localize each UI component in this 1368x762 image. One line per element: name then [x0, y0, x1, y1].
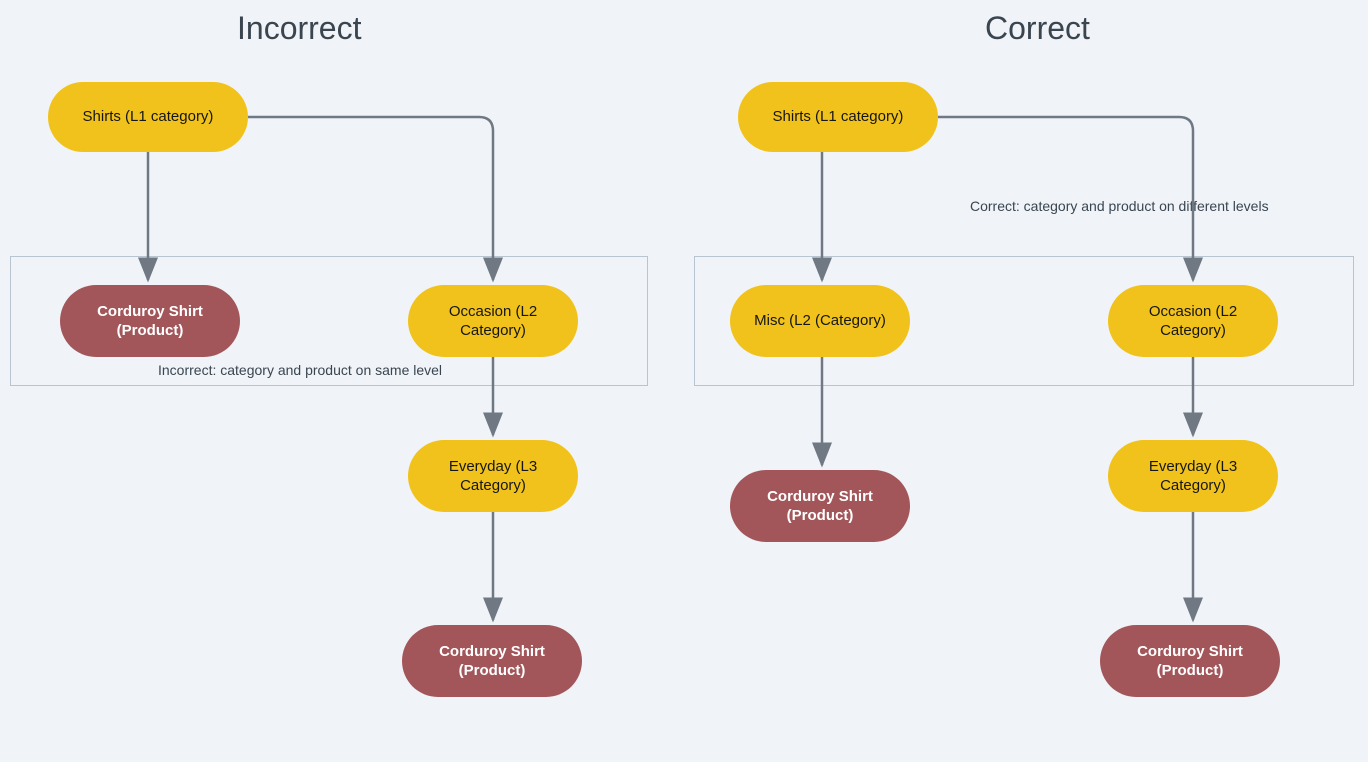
title-incorrect: Incorrect: [237, 10, 361, 47]
node-right-shirts: Shirts (L1 category): [738, 82, 938, 152]
node-right-corduroy-1: Corduroy Shirt (Product): [730, 470, 910, 542]
node-right-occasion: Occasion (L2 Category): [1108, 285, 1278, 357]
node-right-misc: Misc (L2 (Category): [730, 285, 910, 357]
left-caption: Incorrect: category and product on same …: [158, 362, 442, 378]
node-left-shirts: Shirts (L1 category): [48, 82, 248, 152]
node-left-occasion: Occasion (L2 Category): [408, 285, 578, 357]
node-right-corduroy-2: Corduroy Shirt (Product): [1100, 625, 1280, 697]
node-left-corduroy-2: Corduroy Shirt (Product): [402, 625, 582, 697]
title-correct: Correct: [985, 10, 1090, 47]
diagram-root: Incorrect Correct Incorrect: category an…: [0, 0, 1368, 762]
node-left-corduroy-1: Corduroy Shirt (Product): [60, 285, 240, 357]
node-right-everyday: Everyday (L3 Category): [1108, 440, 1278, 512]
right-caption: Correct: category and product on differe…: [970, 198, 1269, 214]
node-left-everyday: Everyday (L3 Category): [408, 440, 578, 512]
